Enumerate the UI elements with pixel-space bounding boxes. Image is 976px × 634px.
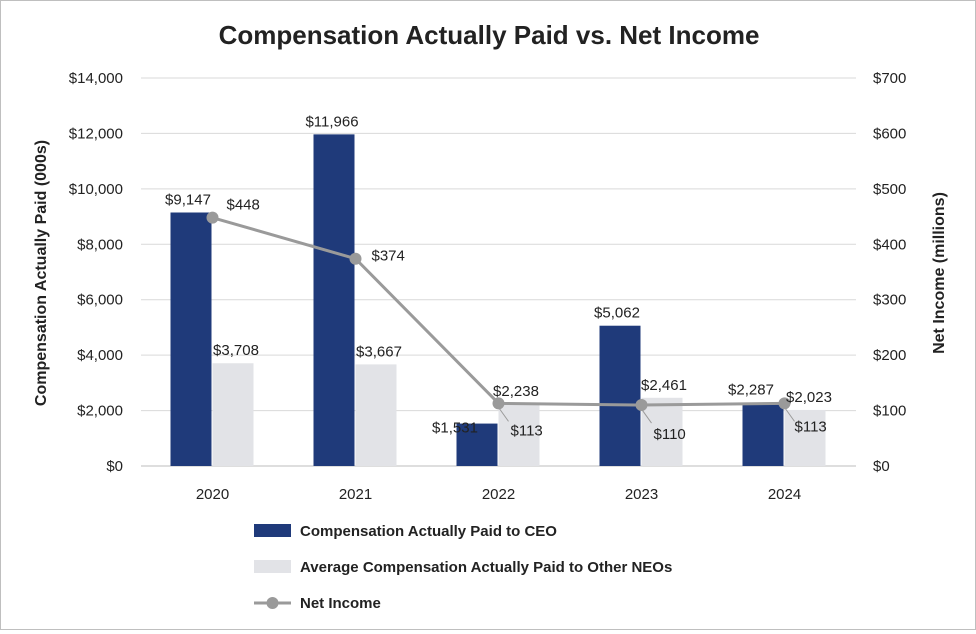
x-tick-label: 2024 — [768, 486, 801, 503]
y-axis-title: Compensation Actually Paid (000s) — [33, 140, 50, 406]
y-tick-label: $10,000 — [69, 181, 123, 198]
neo-bar — [641, 397, 683, 466]
y2-tick-label: $700 — [873, 70, 906, 87]
ceo-data-label: $1,531 — [432, 420, 478, 437]
leader-line — [498, 407, 509, 422]
net-income-line — [206, 211, 791, 412]
legend-label-net-income: Net Income — [300, 595, 381, 612]
ceo-bar — [456, 423, 498, 466]
x-tick-label: 2022 — [482, 486, 515, 503]
leader-line — [641, 408, 652, 424]
gridlines — [141, 77, 856, 467]
x-tick-label: 2021 — [339, 486, 372, 503]
ceo-data-label: $11,966 — [305, 113, 358, 130]
net-income-point — [778, 397, 791, 410]
legend-swatch-ceo — [254, 524, 291, 537]
y2-axis-title: Net Income (millions) — [931, 192, 948, 354]
data-labels: $9,147 $3,708 $11,966 $3,667 $1,531 $2,238 $5,… — [165, 113, 832, 443]
neo-data-label: $2,461 — [641, 377, 687, 394]
chart-title: Compensation Actually Paid vs. Net Incom… — [219, 20, 760, 50]
ceo-bar — [742, 402, 784, 466]
ceo-data-label: $5,062 — [594, 305, 640, 322]
net-income-data-label: $448 — [227, 197, 260, 214]
net-income-point — [492, 397, 505, 410]
axes: $0 $0 $2,000 $100 $4,000 $200 $6,000 $300 $8,000… — [69, 70, 907, 503]
y2-tick-label: $400 — [873, 236, 906, 253]
y-tick-label: $8,000 — [77, 236, 123, 253]
x-tick-label: 2020 — [196, 486, 229, 503]
net-income-point — [635, 399, 648, 412]
y-tick-label: $4,000 — [77, 347, 123, 364]
neo-bar — [784, 409, 826, 466]
y-tick-label: $12,000 — [69, 125, 123, 142]
x-tick-label: 2023 — [625, 486, 658, 503]
ceo-bar — [170, 212, 212, 466]
legend-label-neo: Average Compensation Actually Paid to Ot… — [300, 559, 672, 576]
neo-bar — [355, 364, 397, 466]
leader-line — [784, 407, 795, 422]
neo-bar — [212, 363, 254, 466]
y2-tick-label: $0 — [873, 458, 890, 475]
ceo-bar — [599, 325, 641, 466]
net-income-data-label: $113 — [511, 422, 543, 439]
legend-marker-net-income — [266, 597, 279, 609]
legend-label-ceo: Compensation Actually Paid to CEO — [300, 523, 557, 540]
net-income-polyline — [212, 216, 785, 407]
legend-swatch-neo — [254, 560, 291, 573]
net-income-data-label: $374 — [372, 248, 405, 265]
y2-tick-label: $100 — [873, 403, 906, 420]
neo-data-label: $2,238 — [493, 383, 539, 400]
net-income-data-label: $110 — [654, 426, 686, 443]
net-income-point — [206, 211, 219, 224]
ceo-bar — [313, 134, 355, 466]
net-income-data-label: $113 — [795, 418, 827, 435]
bars — [170, 134, 826, 466]
y-tick-label: $2,000 — [77, 403, 123, 420]
ceo-data-label: $9,147 — [165, 191, 211, 208]
neo-data-label: $3,708 — [213, 342, 259, 359]
y2-tick-label: $500 — [873, 181, 906, 198]
legend: Compensation Actually Paid to CEO Average… — [254, 523, 672, 612]
y2-tick-label: $300 — [873, 292, 906, 309]
y2-tick-label: $200 — [873, 347, 906, 364]
y-tick-label: $0 — [106, 458, 123, 475]
y2-tick-label: $600 — [873, 125, 906, 142]
neo-bar — [498, 403, 540, 466]
neo-data-label: $3,667 — [356, 343, 402, 360]
y-tick-label: $6,000 — [77, 292, 123, 309]
y-tick-label: $14,000 — [69, 70, 123, 87]
net-income-point — [349, 252, 362, 265]
ceo-data-label: $2,287 — [728, 382, 774, 399]
neo-data-label: $2,023 — [786, 389, 832, 406]
